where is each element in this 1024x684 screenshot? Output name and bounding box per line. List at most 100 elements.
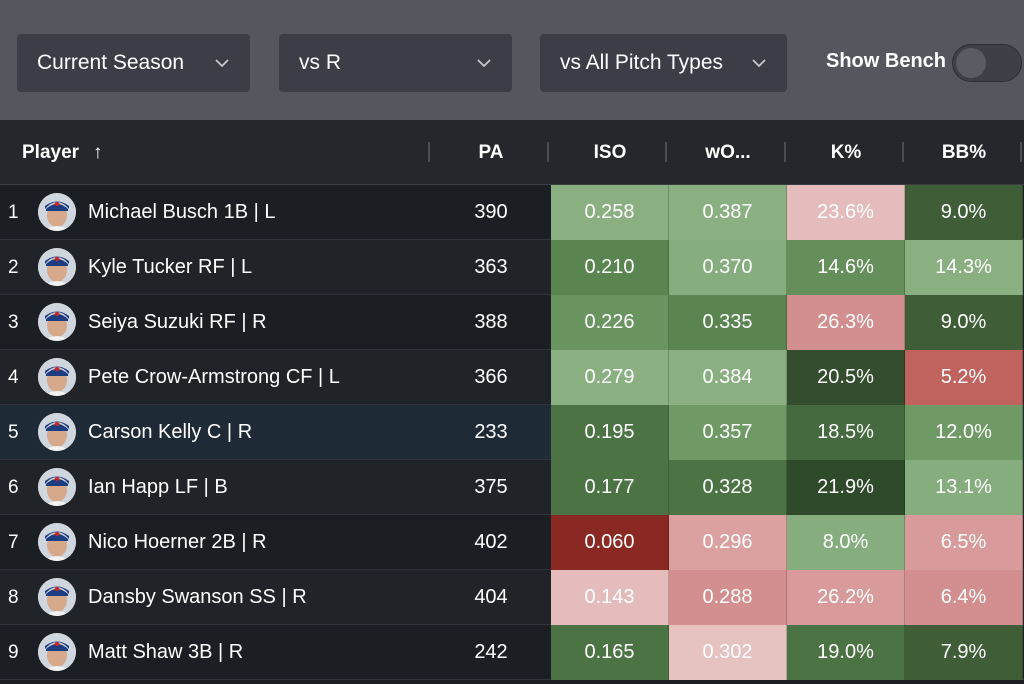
column-header-pa[interactable]: PA — [478, 141, 504, 163]
row-rank: 1 — [8, 201, 19, 223]
woba-cell: 0.328 — [669, 460, 787, 515]
player-avatar — [38, 468, 76, 506]
player-name[interactable]: Michael Busch 1B | L — [88, 201, 276, 223]
table-row[interactable]: 8 Dansby Swanson SS | R 404 0.143 0.288 26.2%… — [0, 570, 1024, 625]
pa-cell: 363 — [474, 256, 508, 278]
k-pct-cell: 8.0% — [787, 515, 905, 570]
chevron-down-icon — [214, 55, 230, 71]
bb-pct-cell: 9.0% — [905, 185, 1023, 240]
player-avatar — [38, 303, 76, 341]
bb-pct-cell: 9.0% — [905, 295, 1023, 350]
iso-cell: 0.226 — [551, 295, 669, 350]
table-row[interactable]: 9 Matt Shaw 3B | R 242 0.165 0.302 19.0% 7.9% — [0, 625, 1024, 680]
player-name[interactable]: Kyle Tucker RF | L — [88, 256, 253, 278]
player-avatar — [38, 578, 76, 616]
player-avatar — [38, 193, 76, 231]
k-pct-cell: 23.6% — [787, 185, 905, 240]
column-divider — [665, 142, 667, 162]
woba-cell: 0.357 — [669, 405, 787, 460]
woba-cell: 0.370 — [669, 240, 787, 295]
column-divider — [547, 142, 549, 162]
column-header-iso[interactable]: ISO — [593, 141, 627, 163]
table-row[interactable]: 6 Ian Happ LF | B 375 0.177 0.328 21.9% 13.1% — [0, 460, 1024, 515]
pa-cell: 388 — [474, 311, 508, 333]
iso-cell: 0.258 — [551, 185, 669, 240]
pa-cell: 375 — [474, 476, 508, 498]
row-rank: 3 — [8, 311, 19, 333]
k-pct-cell: 20.5% — [787, 350, 905, 405]
table-header: Player ↑ PA ISO wO... K% BB% — [0, 120, 1024, 185]
show-bench-label: Show Bench — [826, 50, 947, 72]
table-row[interactable]: 7 Nico Hoerner 2B | R 402 0.060 0.296 8.0% 6.5… — [0, 515, 1024, 570]
woba-cell: 0.384 — [669, 350, 787, 405]
bb-pct-cell: 14.3% — [905, 240, 1023, 295]
player-avatar — [38, 358, 76, 396]
player-name[interactable]: Carson Kelly C | R — [88, 421, 253, 443]
column-header-bb-pct[interactable]: BB% — [941, 141, 987, 163]
row-rank: 2 — [8, 256, 19, 278]
player-name[interactable]: Seiya Suzuki RF | R — [88, 311, 267, 333]
handedness-dropdown-label: vs R — [299, 51, 341, 74]
bb-pct-cell: 7.9% — [905, 625, 1023, 680]
k-pct-cell: 14.6% — [787, 240, 905, 295]
woba-cell: 0.288 — [669, 570, 787, 625]
player-name[interactable]: Pete Crow-Armstrong CF | L — [88, 366, 340, 388]
season-dropdown-label: Current Season — [37, 51, 185, 74]
chevron-down-icon — [751, 55, 767, 71]
column-header-player[interactable]: Player ↑ — [22, 120, 103, 185]
row-rank: 8 — [8, 586, 19, 608]
season-dropdown[interactable]: Current Season — [17, 34, 250, 92]
pa-cell: 242 — [474, 641, 508, 663]
pa-cell: 390 — [474, 201, 508, 223]
column-divider — [902, 142, 904, 162]
table-row[interactable]: 3 Seiya Suzuki RF | R 388 0.226 0.335 26.3% 9.… — [0, 295, 1024, 350]
bb-pct-cell: 13.1% — [905, 460, 1023, 515]
toggle-knob — [956, 48, 986, 78]
player-name[interactable]: Matt Shaw 3B | R — [88, 641, 244, 663]
table-row[interactable]: 2 Kyle Tucker RF | L 363 0.210 0.370 14.6% 14.… — [0, 240, 1024, 295]
bb-pct-cell: 5.2% — [905, 350, 1023, 405]
iso-cell: 0.060 — [551, 515, 669, 570]
column-divider — [784, 142, 786, 162]
player-avatar — [38, 413, 76, 451]
row-rank: 7 — [8, 531, 19, 553]
column-divider — [1020, 142, 1022, 162]
player-name[interactable]: Ian Happ LF | B — [88, 476, 228, 498]
row-rank: 5 — [8, 421, 19, 443]
row-rank: 9 — [8, 641, 19, 663]
k-pct-cell: 19.0% — [787, 625, 905, 680]
k-pct-cell: 21.9% — [787, 460, 905, 515]
table-row[interactable]: 4 Pete Crow-Armstrong CF | L 366 0.279 0.384… — [0, 350, 1024, 405]
player-name[interactable]: Dansby Swanson SS | R — [88, 586, 307, 608]
iso-cell: 0.177 — [551, 460, 669, 515]
pa-cell: 366 — [474, 366, 508, 388]
bb-pct-cell: 12.0% — [905, 405, 1023, 460]
iso-cell: 0.165 — [551, 625, 669, 680]
iso-cell: 0.195 — [551, 405, 669, 460]
handedness-dropdown[interactable]: vs R — [279, 34, 512, 92]
column-header-woba[interactable]: wO... — [705, 141, 751, 163]
filter-bar: Current Season vs R vs All Pitch Types S… — [0, 0, 1024, 120]
show-bench-toggle[interactable] — [952, 44, 1022, 82]
player-avatar — [38, 248, 76, 286]
bb-pct-cell: 6.4% — [905, 570, 1023, 625]
table-row[interactable]: 5 Carson Kelly C | R 233 0.195 0.357 18.5% 12.… — [0, 405, 1024, 460]
woba-cell: 0.335 — [669, 295, 787, 350]
sort-ascending-icon: ↑ — [93, 141, 103, 163]
pitch-type-dropdown[interactable]: vs All Pitch Types — [540, 34, 787, 92]
woba-cell: 0.387 — [669, 185, 787, 240]
column-header-k-pct[interactable]: K% — [830, 141, 862, 163]
pa-cell: 404 — [474, 586, 508, 608]
k-pct-cell: 18.5% — [787, 405, 905, 460]
player-name[interactable]: Nico Hoerner 2B | R — [88, 531, 267, 553]
player-avatar — [38, 633, 76, 671]
table-row[interactable]: 1 Michael Busch 1B | L 390 0.258 0.387 23.6% 9… — [0, 185, 1024, 240]
column-header-player-label: Player — [22, 141, 80, 163]
k-pct-cell: 26.3% — [787, 295, 905, 350]
player-avatar — [38, 523, 76, 561]
pa-cell: 233 — [474, 421, 508, 443]
pa-cell: 402 — [474, 531, 508, 553]
pitch-type-dropdown-label: vs All Pitch Types — [560, 51, 724, 74]
iso-cell: 0.143 — [551, 570, 669, 625]
